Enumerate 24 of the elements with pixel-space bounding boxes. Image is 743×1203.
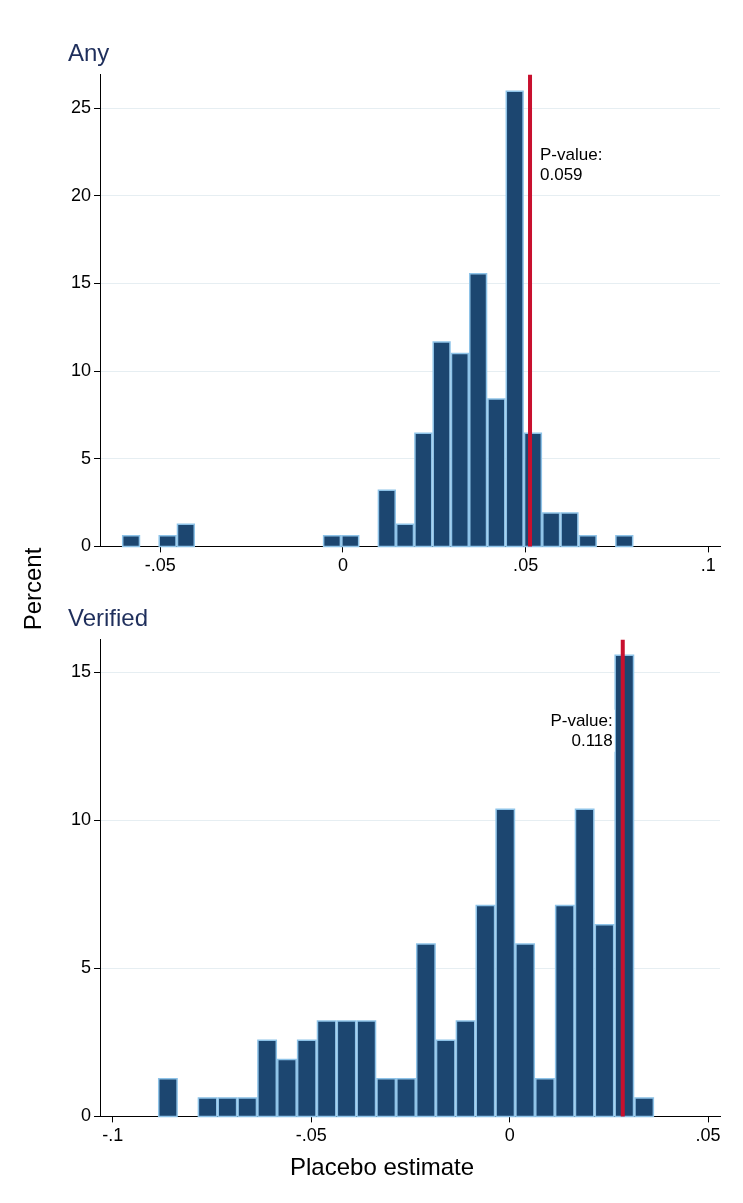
y-tick-label: 0 [81,1105,92,1126]
x-tick-label: 0 [337,555,348,576]
chart-title: Verified [68,604,149,632]
y-tick-label: 5 [81,957,92,978]
y-tick-label: 0 [81,535,92,556]
y-tick-label: 15 [70,272,92,293]
x-tick-label: 0 [504,1125,515,1146]
y-tick-label: 10 [70,360,92,381]
x-tick-label: -.05 [144,555,176,576]
chart-title: Any [68,39,110,67]
y-tick-label: 5 [81,447,92,468]
y-tick-label: 20 [70,184,92,205]
y-tick-label: 15 [70,661,92,682]
annotation: P-value: 0.059 [540,144,603,184]
x-axis-title: Placebo estimate [290,1153,475,1181]
x-tick-label: .05 [513,555,539,576]
y-tick-label: 25 [70,97,92,118]
x-tick-label: .1 [700,555,716,576]
x-tick-label: .05 [695,1125,721,1146]
y-tick-label: 10 [70,809,92,830]
annotation: P-value: 0.118 [550,710,613,750]
x-tick-label: -.05 [295,1125,327,1146]
y-axis-title: Percent [19,547,48,631]
x-tick-label: -.1 [102,1125,124,1146]
